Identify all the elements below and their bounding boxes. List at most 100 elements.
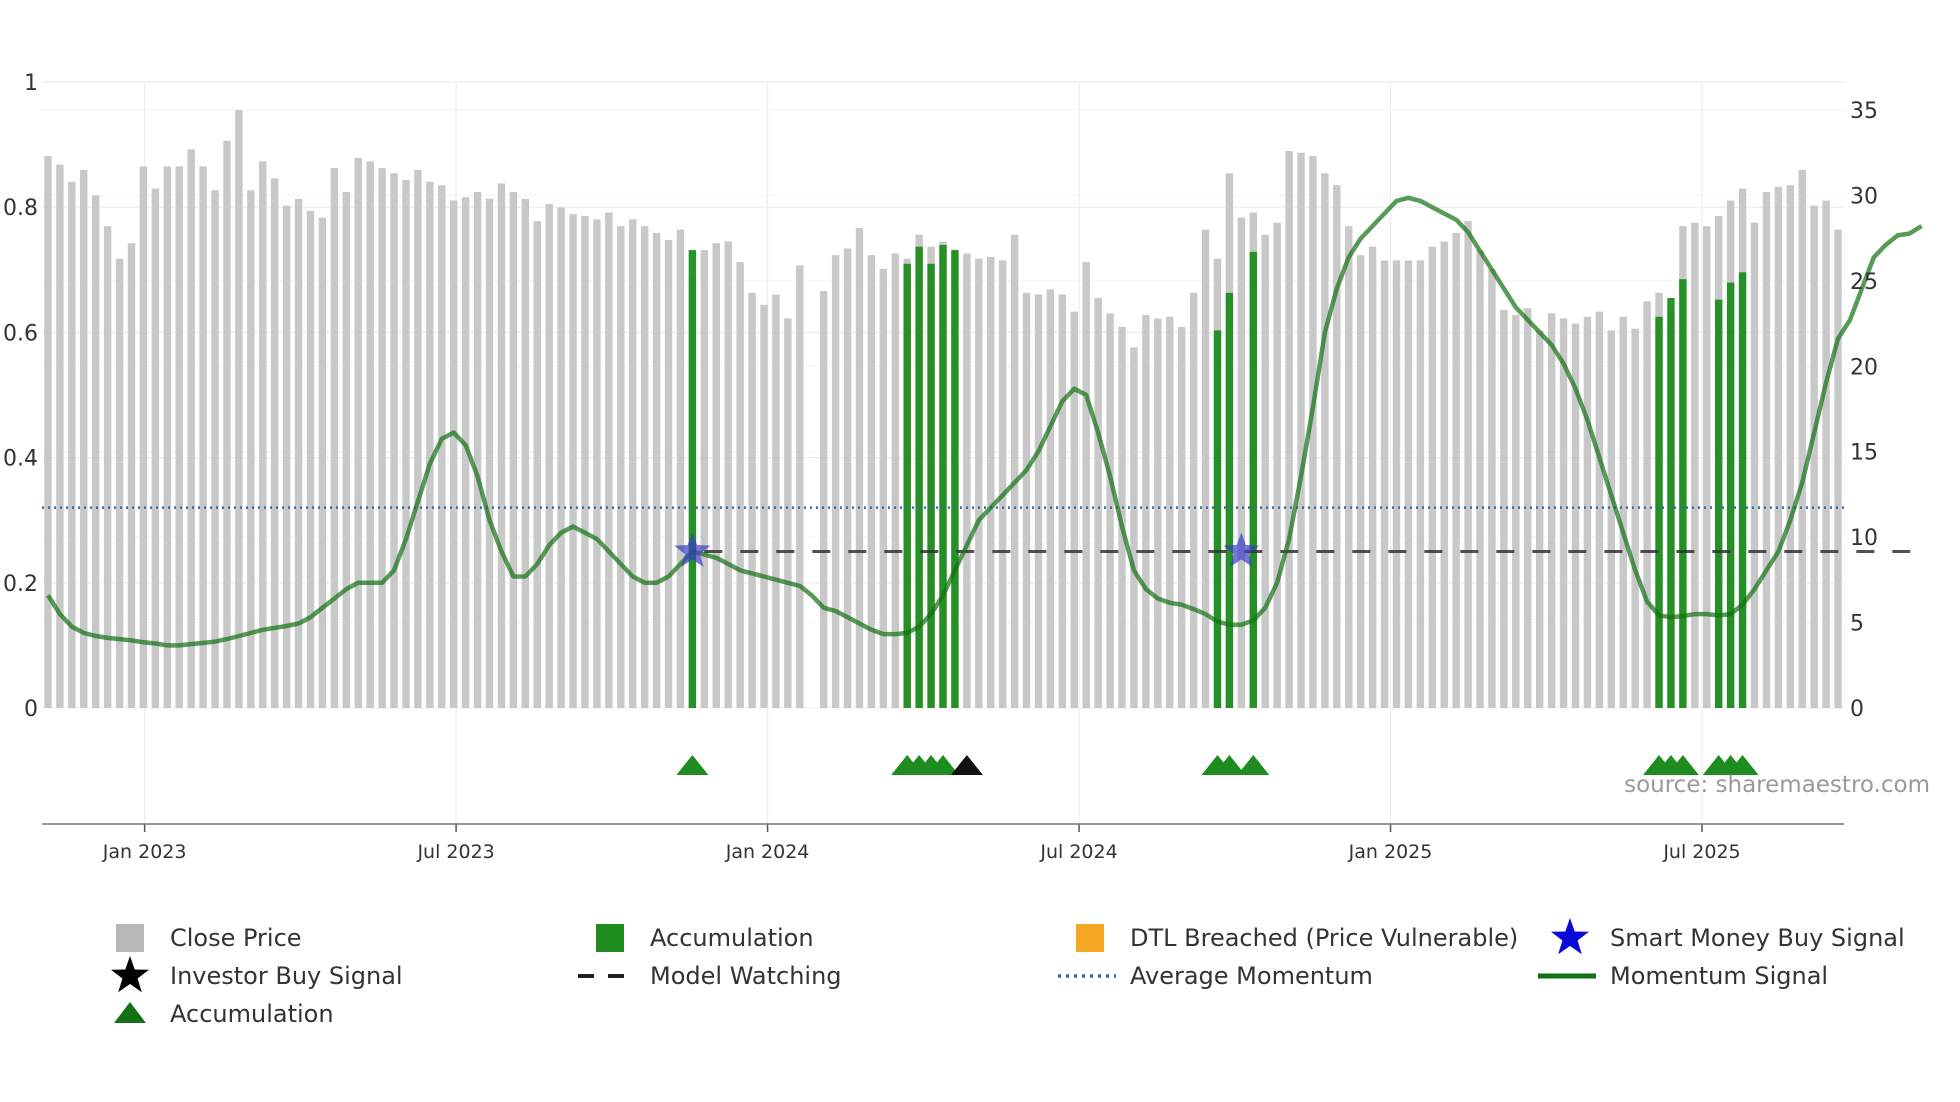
close-price-bar bbox=[1607, 330, 1615, 708]
close-price-bar bbox=[306, 210, 315, 708]
y-right-tick-label: 20 bbox=[1850, 355, 1878, 380]
close-price-bar bbox=[1237, 217, 1246, 708]
y-left-tick-label: 0 bbox=[24, 697, 38, 722]
close-price-bar bbox=[294, 198, 303, 709]
legend-item: Accumulation bbox=[596, 924, 814, 952]
close-price-bar bbox=[676, 229, 685, 708]
legend-item: Close Price bbox=[116, 924, 302, 952]
close-price-bar bbox=[1201, 229, 1210, 708]
close-price-bar bbox=[115, 258, 124, 708]
x-tick-label: Jul 2025 bbox=[1662, 841, 1740, 863]
close-price-bar bbox=[1631, 328, 1639, 708]
close-price-bar bbox=[1177, 326, 1186, 708]
close-price-bar bbox=[1440, 241, 1448, 708]
accumulation-bar bbox=[915, 246, 923, 708]
accumulation-triangle bbox=[927, 755, 959, 775]
close-price-bar bbox=[987, 256, 995, 708]
close-price-bar bbox=[223, 140, 231, 709]
legend-item: Investor Buy Signal bbox=[111, 956, 403, 993]
legend-star-icon bbox=[1551, 918, 1589, 955]
close-price-bar bbox=[975, 258, 983, 708]
y-right-tick-label: 0 bbox=[1850, 697, 1864, 722]
close-price-bar bbox=[1368, 246, 1377, 708]
legend-item: Model Watching bbox=[578, 962, 842, 990]
close-price-bar bbox=[354, 157, 362, 709]
close-price-bar bbox=[1321, 173, 1329, 708]
close-price-bar bbox=[1154, 318, 1162, 708]
y-left-tick-label: 0.4 bbox=[3, 447, 38, 472]
close-price-bar bbox=[1500, 309, 1508, 708]
close-price-bar bbox=[450, 200, 458, 708]
close-price-bar bbox=[891, 253, 899, 708]
close-price-bar bbox=[366, 161, 374, 708]
close-price-bar bbox=[56, 164, 64, 708]
accumulation-triangle bbox=[1237, 755, 1270, 775]
close-price-bar bbox=[1476, 250, 1484, 709]
close-price-bar bbox=[1333, 185, 1341, 709]
close-price-bar bbox=[103, 226, 112, 708]
y-left-tick-label: 1 bbox=[24, 71, 38, 96]
close-price-bar bbox=[175, 166, 183, 708]
x-tick-label: Jan 2025 bbox=[1348, 841, 1433, 863]
close-price-bar bbox=[1285, 151, 1293, 708]
legend-label: Accumulation bbox=[170, 1000, 334, 1028]
y-left-tick-label: 0.8 bbox=[3, 196, 38, 221]
close-price-bar bbox=[1619, 316, 1627, 708]
y-left-tick-label: 0.6 bbox=[3, 321, 38, 346]
close-price-bar bbox=[1034, 294, 1043, 708]
close-price-bar bbox=[390, 173, 398, 708]
close-price-bar bbox=[557, 207, 565, 709]
close-price-bar bbox=[1106, 313, 1114, 708]
legend-swatch bbox=[1076, 924, 1104, 952]
close-price-bar bbox=[92, 195, 100, 708]
legend-item: DTL Breached (Price Vulnerable) bbox=[1076, 924, 1518, 952]
accumulation-bar bbox=[1249, 251, 1257, 708]
close-price-bar bbox=[1046, 289, 1055, 708]
close-price-bar bbox=[533, 221, 541, 709]
close-price-bar bbox=[629, 219, 637, 708]
close-price-bar bbox=[211, 190, 219, 708]
close-price-bar bbox=[163, 166, 172, 708]
y-right-tick-label: 5 bbox=[1850, 612, 1864, 637]
close-price-bar bbox=[1404, 260, 1413, 708]
close-price-bar bbox=[1571, 323, 1580, 708]
close-price-bar bbox=[1762, 192, 1771, 709]
close-price-bar bbox=[664, 239, 673, 708]
accumulation-triangle bbox=[1213, 755, 1246, 775]
close-price-bar bbox=[414, 169, 422, 709]
y-right-tick-label: 25 bbox=[1850, 270, 1878, 295]
accumulation-bar bbox=[1679, 279, 1687, 708]
close-price-bar bbox=[748, 292, 756, 708]
close-price-bar bbox=[1559, 318, 1568, 708]
close-price-bar bbox=[44, 156, 52, 709]
close-price-bar bbox=[485, 198, 494, 709]
close-price-bar bbox=[1010, 234, 1019, 708]
accumulation-bar bbox=[1738, 272, 1747, 708]
close-price-bar bbox=[282, 205, 291, 708]
close-price-bar bbox=[998, 260, 1007, 708]
accumulation-bar bbox=[903, 263, 911, 708]
close-price-bar bbox=[1464, 221, 1472, 709]
accumulation-bar bbox=[1213, 330, 1222, 708]
close-price-bar bbox=[736, 262, 744, 708]
close-price-bar bbox=[1822, 200, 1830, 708]
close-price-bar bbox=[569, 214, 577, 709]
close-price-bar bbox=[593, 219, 601, 708]
source-label: source: sharemaestro.com bbox=[1624, 772, 1930, 798]
accumulation-bar bbox=[1667, 297, 1675, 708]
y-right-tick-label: 30 bbox=[1850, 184, 1878, 209]
legend-label: Accumulation bbox=[650, 924, 814, 952]
accumulation-bar bbox=[1655, 316, 1663, 708]
close-price-bar bbox=[127, 243, 136, 709]
close-price-bar bbox=[1774, 186, 1783, 708]
legend-triangle-icon bbox=[114, 1002, 146, 1023]
close-price-bar bbox=[1703, 226, 1711, 708]
legend-swatch bbox=[596, 924, 624, 952]
y-left-tick-label: 0.2 bbox=[3, 572, 38, 597]
y-right-tick-label: 35 bbox=[1850, 99, 1878, 124]
y-right-tick-label: 15 bbox=[1850, 441, 1878, 466]
close-price-bar bbox=[879, 268, 888, 708]
close-price-bar bbox=[151, 188, 160, 708]
close-price-bar bbox=[461, 197, 470, 708]
close-price-bar bbox=[1166, 316, 1174, 708]
